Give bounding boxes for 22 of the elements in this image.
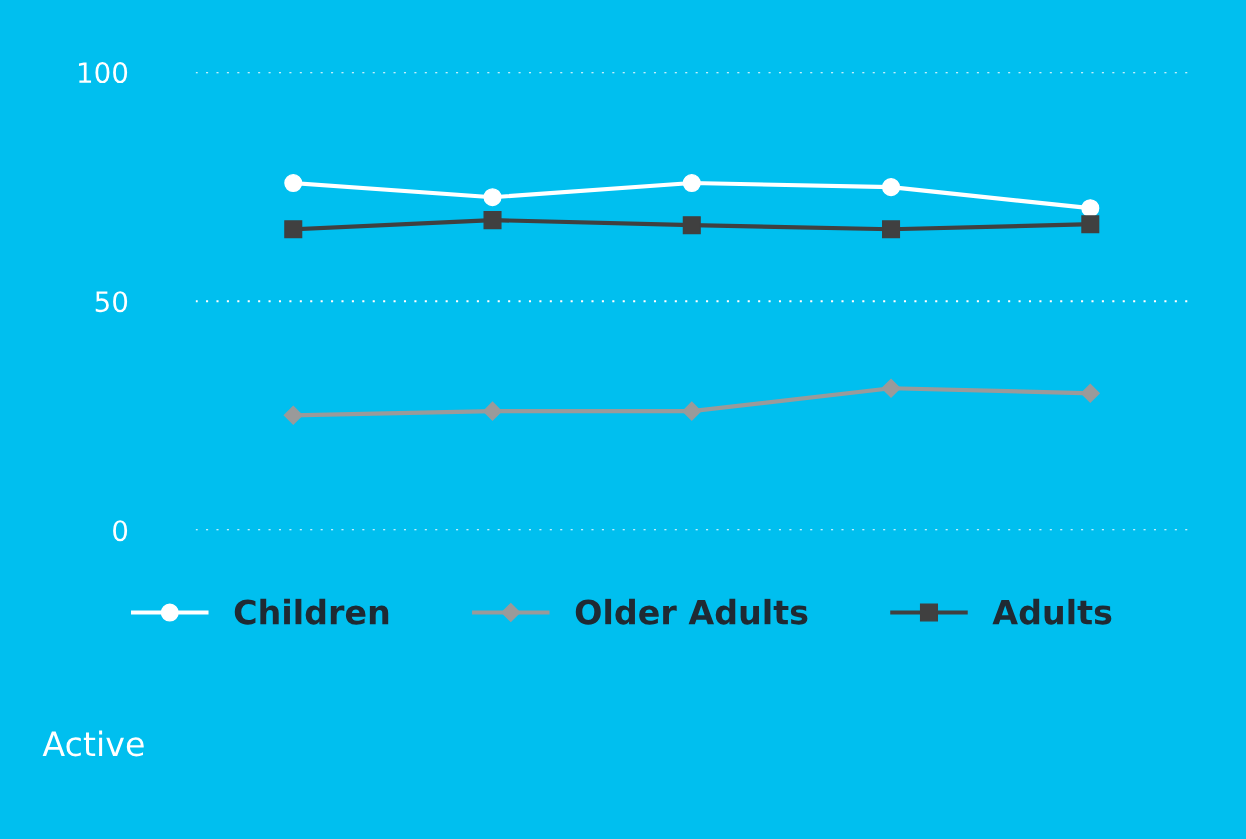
point (882, 178, 901, 197)
point (483, 211, 502, 230)
y-tick-label: 50 (95, 291, 128, 313)
y-tick-label: 100 (78, 62, 128, 84)
point (1081, 199, 1100, 218)
y-tick-label: 0 (113, 520, 128, 542)
point (482, 401, 503, 421)
point (682, 401, 702, 421)
point (284, 173, 303, 193)
legend-label: Children (234, 598, 389, 625)
point (682, 173, 701, 193)
legend-label: Adults (992, 598, 1112, 625)
point (1080, 383, 1100, 403)
text: Active (42, 730, 144, 757)
point (882, 220, 901, 239)
legend-label: Older Adults (575, 598, 808, 625)
point (1081, 215, 1100, 234)
point (682, 216, 701, 235)
point (483, 188, 502, 207)
point (283, 405, 303, 425)
point (881, 378, 901, 398)
point (284, 220, 303, 239)
